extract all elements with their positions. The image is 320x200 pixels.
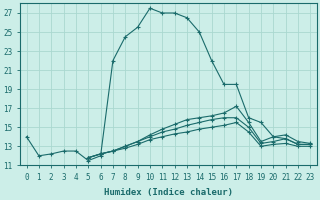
- X-axis label: Humidex (Indice chaleur): Humidex (Indice chaleur): [104, 188, 233, 197]
